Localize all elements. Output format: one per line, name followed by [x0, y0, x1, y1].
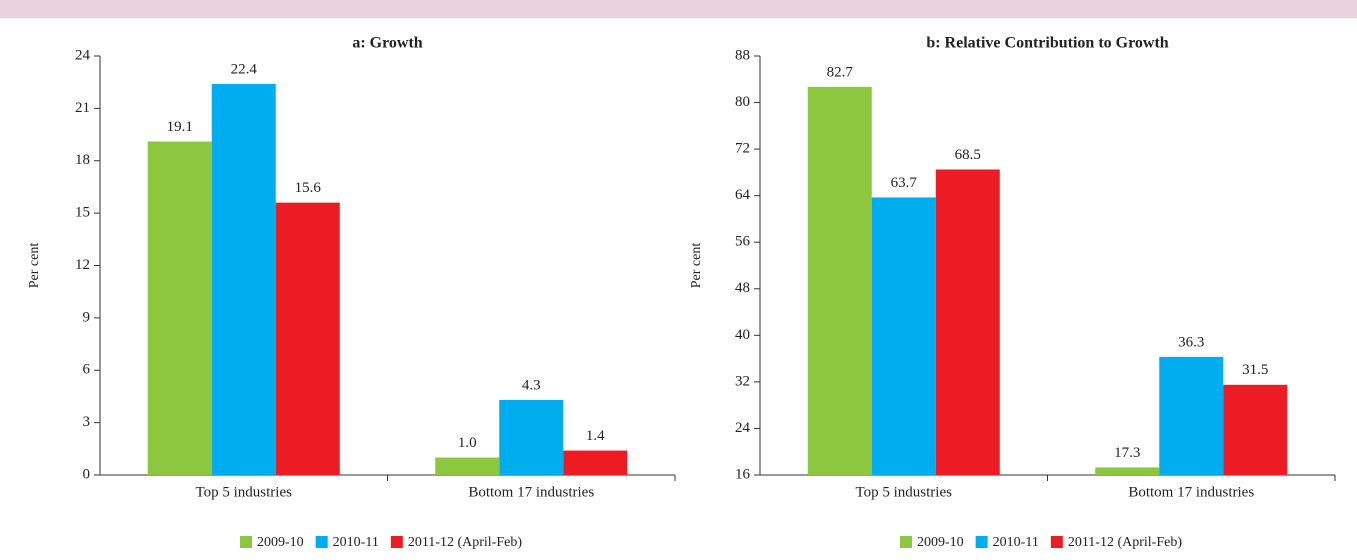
y-tick-label: 56	[735, 234, 751, 250]
data-label: 68.5	[955, 147, 981, 163]
y-tick-label: 6	[83, 362, 91, 378]
data-label: 4.3	[522, 377, 541, 393]
legend-swatch	[975, 536, 988, 548]
header-band	[0, 0, 1357, 18]
bar	[871, 197, 936, 475]
legend-swatch	[240, 536, 252, 548]
y-tick-label: 24	[75, 47, 91, 63]
legend-label: 2010-11	[993, 535, 1039, 550]
legend-swatch	[315, 536, 328, 548]
bar	[147, 141, 212, 475]
legend-swatch	[390, 536, 403, 548]
data-label: 1.4	[586, 428, 605, 444]
data-label: 15.6	[295, 180, 322, 196]
y-tick-label: 24	[735, 420, 751, 436]
bar	[563, 450, 628, 475]
chart-title: b: Relative Contribution to Growth	[926, 35, 1168, 52]
data-label: 1.0	[458, 435, 477, 451]
data-label: 19.1	[167, 119, 193, 135]
bar	[211, 83, 276, 475]
y-tick-label: 12	[75, 257, 90, 273]
y-tick-label: 64	[735, 187, 751, 203]
legend-label: 2009-10	[257, 535, 304, 550]
y-tick-label: 16	[735, 466, 751, 482]
y-tick-label: 0	[83, 466, 91, 482]
legend-label: 2011-12 (April-Feb)	[408, 535, 523, 550]
y-tick-label: 40	[735, 327, 750, 343]
bar	[1223, 384, 1288, 475]
data-label: 82.7	[827, 64, 854, 80]
y-tick-label: 80	[735, 94, 750, 110]
legend-swatch	[900, 536, 912, 548]
bar	[1095, 467, 1160, 475]
y-tick-label: 18	[75, 152, 90, 168]
x-tick-label: Bottom 17 industries	[468, 484, 594, 500]
y-axis-label: Per cent	[27, 243, 42, 289]
bar	[935, 169, 1000, 475]
x-tick-label: Top 5 industries	[196, 484, 293, 500]
legend-label: 2011-12 (April-Feb)	[1068, 535, 1183, 550]
y-tick-label: 88	[735, 47, 750, 63]
y-tick-label: 72	[735, 141, 750, 157]
x-tick-label: Top 5 industries	[856, 484, 953, 500]
bar	[807, 86, 872, 476]
y-tick-label: 48	[735, 280, 750, 296]
bar	[435, 457, 500, 475]
bar	[1159, 356, 1224, 475]
y-tick-label: 32	[735, 373, 750, 389]
legend-label: 2009-10	[917, 535, 964, 550]
data-label: 17.3	[1114, 445, 1140, 461]
y-axis-label: Per cent	[689, 243, 704, 289]
y-tick-label: 3	[83, 414, 91, 430]
y-tick-label: 21	[75, 100, 90, 116]
data-label: 31.5	[1242, 362, 1268, 378]
bar	[275, 202, 340, 475]
y-tick-label: 15	[75, 205, 90, 221]
y-tick-label: 9	[83, 309, 91, 325]
data-label: 22.4	[231, 61, 258, 77]
bar	[499, 399, 564, 475]
legend-label: 2010-11	[333, 535, 379, 550]
legend-swatch	[1050, 536, 1063, 548]
chart-title: a: Growth	[352, 35, 422, 52]
data-label: 63.7	[891, 175, 918, 191]
x-tick-label: Bottom 17 industries	[1128, 484, 1254, 500]
data-label: 36.3	[1178, 334, 1204, 350]
